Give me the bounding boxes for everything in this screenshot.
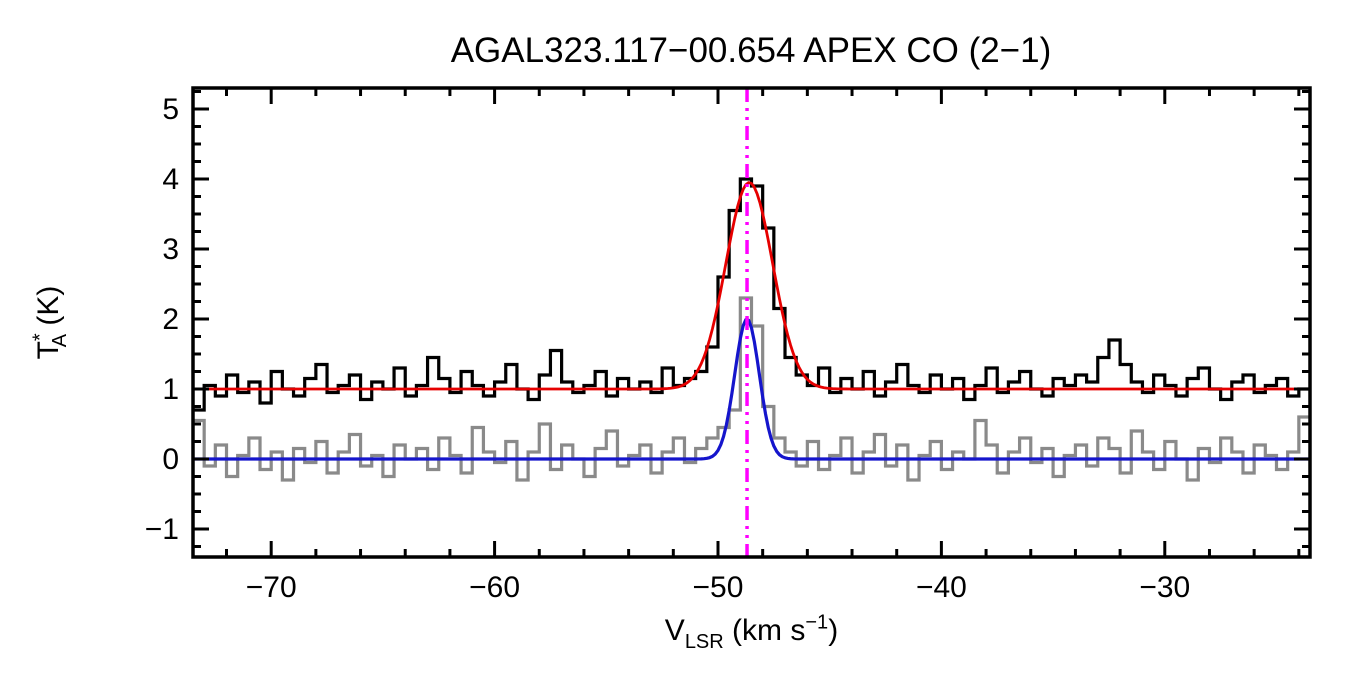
gaussian-fit-second-curve [193,317,1310,461]
tick-marks [193,88,1310,557]
y-tick-labels: −1 0 1 2 3 4 5 [145,93,179,546]
plot-area [193,88,1310,557]
y-tick-label: −1 [145,513,179,546]
x-tick-label: −50 [693,571,744,604]
x-tick-label: −30 [1139,571,1190,604]
y-axis-label: T*A (K) [30,286,71,360]
plot-frame [191,86,1312,559]
y-tick-label: 3 [162,233,179,266]
gaussian-fit-observed-curve [193,181,1310,391]
y-tick-label: 2 [162,303,179,336]
x-tick-labels: −70 −60 −50 −40 −30 [246,571,1190,604]
x-axis-label: VLSR (km s−1) [665,612,838,653]
observed-spectrum-histogram [193,177,1310,412]
x-tick-label: −40 [916,571,967,604]
y-tick-label: 4 [162,163,179,196]
x-tick-label: −70 [246,571,297,604]
y-tick-label: 5 [162,93,179,126]
chart-title: AGAL323.117−00.654 APEX CO (2−1) [451,31,1052,70]
y-tick-label: 1 [162,373,179,406]
y-tick-label: 0 [162,443,179,476]
x-tick-label: −60 [469,571,520,604]
